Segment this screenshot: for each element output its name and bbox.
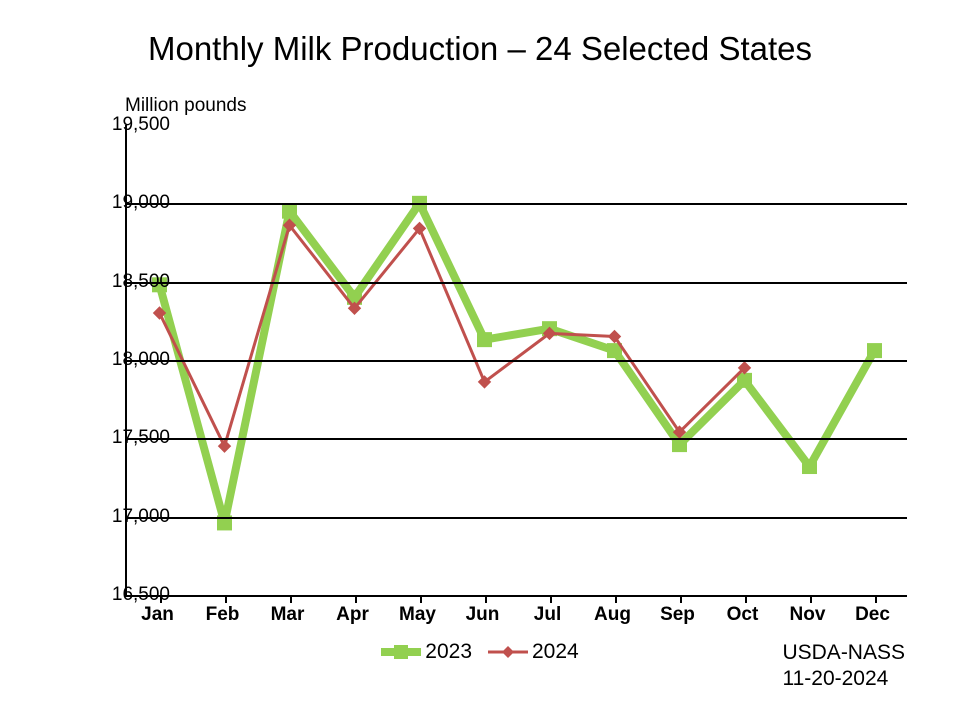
series-marker-2023	[283, 204, 297, 218]
series-marker-2023	[478, 333, 492, 347]
chart-title: Monthly Milk Production – 24 Selected St…	[0, 30, 960, 68]
source-attribution: USDA-NASS 11-20-2024	[782, 640, 905, 693]
xtick-label: Apr	[318, 604, 388, 626]
xtick-label: Nov	[773, 604, 843, 626]
ytick-label: 17,000	[90, 506, 170, 528]
ytick-label: 17,500	[90, 427, 170, 449]
xtick-label: Dec	[838, 604, 908, 626]
xtick-label: Sep	[643, 604, 713, 626]
xtick	[810, 595, 812, 603]
legend-label: 2023	[425, 640, 472, 664]
legend-swatch-2024	[488, 643, 528, 661]
gridline	[127, 360, 907, 362]
series-marker-2023	[868, 344, 882, 358]
legend-item-2024: 2024	[488, 640, 579, 664]
ytick-label: 19,000	[90, 192, 170, 214]
series-marker-2023	[803, 460, 817, 474]
series-line-2023	[160, 203, 875, 523]
xtick-label: May	[383, 604, 453, 626]
chart-container: Monthly Milk Production – 24 Selected St…	[0, 0, 960, 720]
xtick-label: Jul	[513, 604, 583, 626]
ytick-label: 19,500	[90, 114, 170, 136]
xtick	[290, 595, 292, 603]
ytick-label: 18,000	[90, 349, 170, 371]
series-marker-2023	[738, 373, 752, 387]
source-line2: 11-20-2024	[782, 666, 905, 692]
xtick	[355, 595, 357, 603]
gridline	[127, 438, 907, 440]
legend-item-2023: 2023	[381, 640, 472, 664]
xtick	[680, 595, 682, 603]
xtick	[745, 595, 747, 603]
xtick	[550, 595, 552, 603]
legend-label: 2024	[532, 640, 579, 664]
xtick	[225, 595, 227, 603]
xtick-label: Oct	[708, 604, 778, 626]
plot-area	[125, 125, 907, 597]
xtick	[615, 595, 617, 603]
xtick	[875, 595, 877, 603]
xtick-label: Feb	[188, 604, 258, 626]
xtick-label: Aug	[578, 604, 648, 626]
series-marker-2024	[219, 440, 231, 452]
xtick-label: Jan	[123, 604, 193, 626]
ytick-label: 16,500	[90, 584, 170, 606]
gridline	[127, 282, 907, 284]
xtick-label: Jun	[448, 604, 518, 626]
ytick-label: 18,500	[90, 271, 170, 293]
source-line1: USDA-NASS	[782, 640, 905, 666]
legend-swatch-2023	[381, 643, 421, 661]
xtick	[420, 595, 422, 603]
xtick	[485, 595, 487, 603]
gridline	[127, 203, 907, 205]
xtick-label: Mar	[253, 604, 323, 626]
gridline	[127, 517, 907, 519]
